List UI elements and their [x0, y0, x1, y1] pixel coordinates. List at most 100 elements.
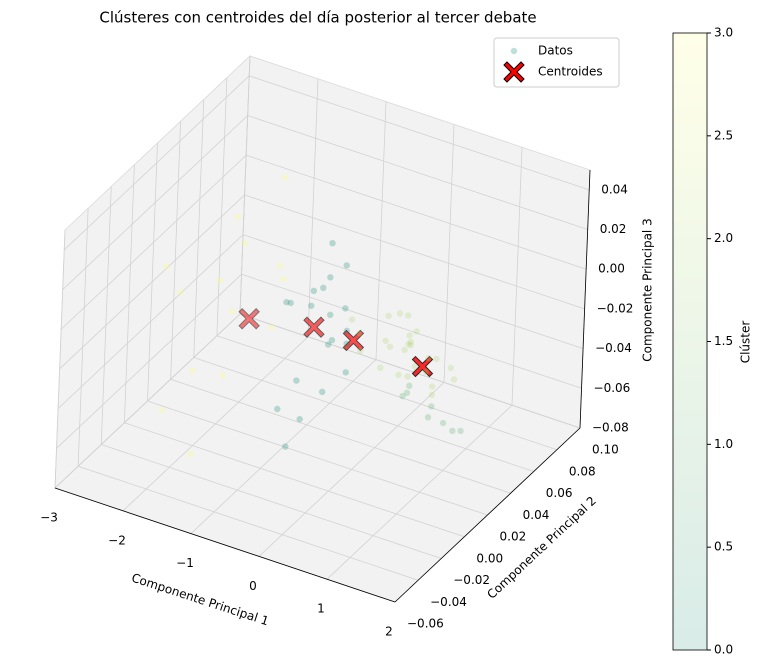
data-point: [268, 324, 275, 331]
data-point: [356, 330, 363, 337]
y-tick-label: −0.02: [453, 573, 490, 587]
grid-line: [216, 77, 228, 336]
y-tick-label: 0.06: [546, 486, 573, 500]
grid-line: [54, 313, 241, 489]
data-point: [348, 316, 356, 323]
data-point: [327, 274, 334, 281]
grid-line: [307, 78, 319, 337]
x-tick-label: −2: [108, 533, 126, 547]
z-tick-label: −0.06: [594, 381, 631, 395]
data-point: [382, 337, 389, 344]
y-tick-label: 0.08: [569, 464, 596, 478]
plot-area: [158, 174, 464, 458]
grid-line: [147, 142, 158, 402]
axis-line: [394, 427, 581, 603]
grid-line: [443, 124, 455, 383]
y-tick-label: −0.04: [430, 595, 467, 609]
data-point: [324, 341, 332, 348]
colorbar-tick-label: 1.0: [714, 437, 733, 451]
centroid-marker: [303, 316, 325, 338]
data-point: [219, 372, 226, 379]
colorbar-tick-label: 2.5: [714, 128, 733, 142]
x-tick-label: 2: [385, 625, 393, 639]
data-point: [457, 427, 464, 435]
data-point: [425, 355, 432, 362]
x-tick-label: 0: [249, 579, 257, 593]
colorbar-label: Clúster: [739, 321, 753, 364]
axes-panes: [54, 55, 591, 603]
centroid-marker: [238, 308, 260, 330]
grid-line: [247, 115, 588, 230]
y-tick-label: 0.00: [476, 551, 503, 565]
grid-line: [54, 229, 66, 489]
data-point: [329, 239, 336, 247]
data-point: [343, 262, 350, 269]
grid-line: [241, 273, 582, 389]
grid-line: [244, 194, 585, 310]
grid-line: [77, 465, 419, 581]
grid-line: [170, 378, 511, 494]
data-point: [433, 355, 440, 363]
z-tick-label: 0.04: [601, 182, 628, 196]
data-point: [403, 389, 411, 397]
data-point: [406, 332, 413, 339]
y-tick-label: 0.04: [523, 508, 550, 522]
data-point: [405, 340, 412, 348]
legend-label: Centroides: [538, 65, 603, 79]
x-tick-label: −3: [40, 511, 58, 525]
data-point: [428, 383, 436, 390]
data-point: [357, 347, 364, 355]
y-tick-label: 0.10: [592, 443, 619, 457]
colorbar: 0.0 0.5 1.0 1.5 2.0 2.5 3.0 Clúster: [672, 26, 753, 657]
grid-line: [511, 147, 523, 406]
data-point: [422, 368, 429, 376]
data-point: [158, 406, 166, 414]
data-point: [308, 302, 315, 309]
data-point: [342, 305, 349, 312]
chart-title: Clústeres con centroides del día posteri…: [99, 9, 536, 27]
data-point: [399, 392, 406, 400]
data-point: [216, 277, 224, 284]
grid-line: [59, 194, 245, 370]
data-point: [386, 343, 394, 350]
grid-line: [375, 101, 387, 360]
grid-line: [216, 335, 558, 451]
data-point: [404, 373, 411, 380]
data-point: [229, 308, 236, 315]
data-point: [428, 403, 435, 410]
data-point: [283, 298, 290, 306]
colorbar-tick-label: 3.0: [714, 26, 733, 40]
y-tick-label: −0.06: [407, 617, 444, 631]
grid-line: [246, 154, 587, 270]
z-tick-label: −0.02: [597, 301, 634, 315]
grid-line: [239, 55, 251, 315]
x-tick-label: −1: [176, 556, 194, 570]
data-point: [439, 419, 447, 427]
colorbar-tick-label: 1.5: [714, 334, 733, 348]
data-point: [163, 263, 170, 270]
legend: Datos Centroides: [493, 37, 620, 88]
colorbar-fill: [672, 32, 708, 651]
grid-line: [77, 208, 89, 467]
z-tick-label: −0.08: [592, 421, 629, 435]
data-point: [449, 427, 456, 435]
data-point: [293, 377, 300, 384]
data-point: [343, 340, 350, 347]
data-point: [328, 336, 336, 344]
z-tick-label: 0.00: [598, 262, 625, 276]
z-tick-label: 0.02: [600, 222, 627, 236]
colorbar-tick-label: 0.5: [714, 540, 733, 554]
data-point: [407, 338, 415, 346]
data-point: [282, 443, 289, 450]
colorbar-tick-label: 2.0: [714, 231, 733, 245]
grid-line: [249, 75, 590, 191]
data-point: [281, 174, 289, 181]
data-point: [404, 312, 412, 319]
data-point: [450, 376, 458, 383]
data-point: [385, 312, 392, 320]
grid-line: [57, 234, 244, 409]
x-tick-label: 1: [317, 602, 325, 616]
axis-line: [54, 487, 396, 603]
grid-line: [193, 357, 534, 472]
